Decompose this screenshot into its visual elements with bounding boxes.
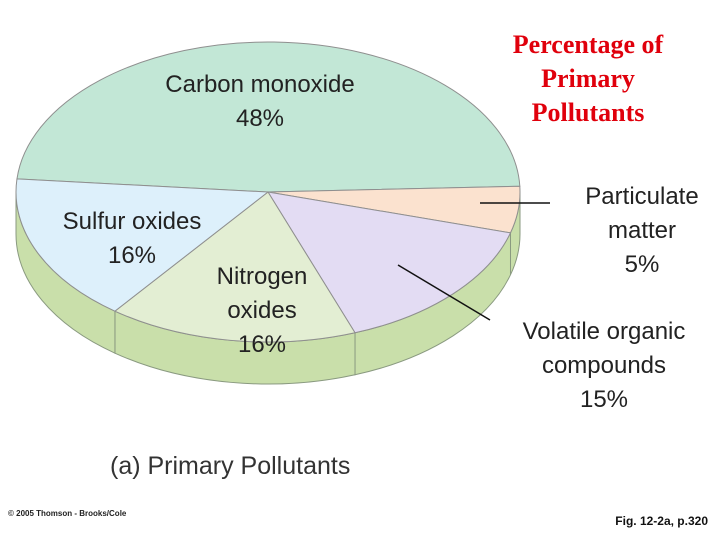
slice-label: Particulate matter 5% [562, 180, 720, 282]
value-label: 16% [107, 242, 157, 269]
category-label: Volatile organic compounds [522, 318, 686, 379]
category-label: Nitrogen oxides [216, 263, 308, 324]
slice-label: Volatile organic compounds 15% [497, 315, 712, 417]
category-label: Carbon monoxide [165, 71, 355, 98]
pie-slice [113, 191, 356, 343]
category-label: Sulfur oxides [62, 208, 202, 235]
category-label: Particulate matter [585, 183, 699, 244]
value-label: 15% [579, 386, 629, 413]
chart-title: Percentage of Primary Pollutants [512, 30, 664, 127]
value-label: 48% [235, 105, 285, 132]
pie-slice [266, 191, 512, 334]
pie-slice [16, 41, 521, 193]
figure-reference: Fig. 12-2a, p.320 [615, 514, 708, 528]
credit: © 2005 Thomson - Brooks/Cole [8, 509, 127, 518]
caption: (a) Primary Pollutants [110, 452, 351, 480]
pie-slice [15, 178, 270, 312]
value-label: 16% [237, 331, 287, 358]
slice-label: Sulfur oxides 16% [32, 205, 232, 273]
value-label: 5% [624, 251, 660, 278]
leader-line [397, 264, 491, 321]
slice-label: Carbon monoxide 48% [120, 68, 400, 136]
slice-label: Nitrogen oxides 16% [200, 260, 325, 362]
